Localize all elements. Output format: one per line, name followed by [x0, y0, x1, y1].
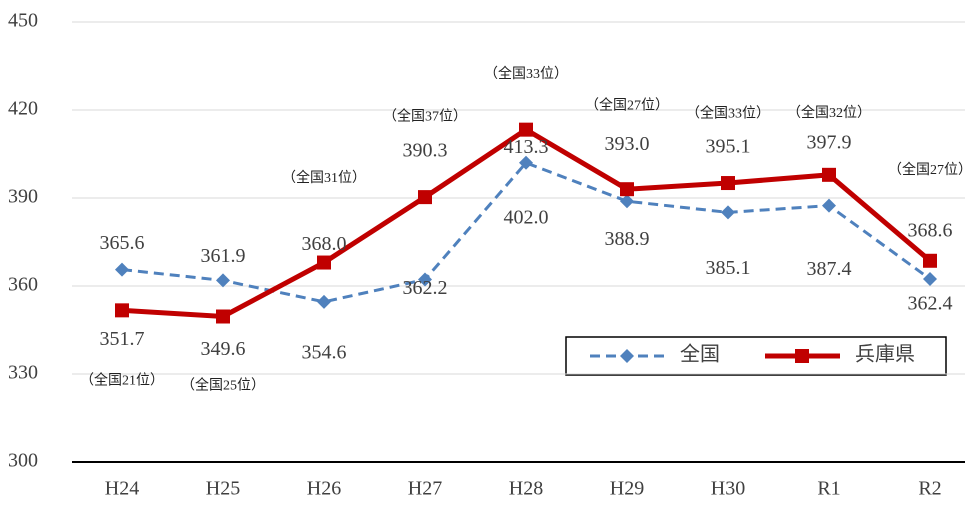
marker: [418, 190, 432, 205]
marker: [418, 272, 432, 287]
x-tick-label: R2: [918, 478, 941, 500]
annotation: （全国32位）: [787, 104, 871, 121]
annotation: （全国25位）: [181, 377, 265, 394]
marker: [721, 205, 735, 220]
marker: [620, 182, 634, 197]
annotation: （全国27位）: [888, 161, 972, 178]
legend-label: 兵庫県: [855, 343, 915, 366]
value-label: 395.1: [706, 136, 751, 158]
marker: [115, 303, 129, 318]
legend: 全国 兵庫県: [565, 336, 947, 376]
marker: [822, 198, 836, 213]
y-tick-label: 360: [8, 274, 38, 296]
y-tick-label: 450: [8, 10, 38, 32]
value-label: 365.6: [100, 232, 145, 254]
legend-marker: [620, 349, 634, 363]
annotation: （全国31位）: [282, 169, 366, 186]
marker: [317, 255, 331, 270]
value-label: 387.4: [807, 258, 852, 280]
legend-marker: [795, 349, 809, 363]
value-label: 368.0: [302, 233, 347, 255]
marker: [923, 253, 937, 268]
value-label: 362.4: [908, 293, 953, 315]
annotation: （全国37位）: [383, 107, 467, 124]
value-label: 385.1: [706, 257, 751, 279]
y-tick-label: 390: [8, 186, 38, 208]
y-tick-label: 330: [8, 362, 38, 384]
value-label: 390.3: [403, 140, 448, 162]
x-tick-label: R1: [817, 478, 840, 500]
value-label: 368.6: [908, 219, 953, 241]
value-label: 351.7: [100, 328, 145, 350]
x-tick-label: H25: [206, 478, 240, 500]
annotation: （全国27位）: [585, 96, 669, 113]
marker: [620, 194, 634, 209]
marker: [923, 271, 937, 286]
value-label: 413.3: [504, 136, 549, 158]
marker: [216, 309, 230, 324]
annotation: （全国33位）: [686, 104, 770, 121]
value-label: 361.9: [201, 245, 246, 267]
marker: [317, 294, 331, 309]
value-label: 362.2: [403, 277, 448, 299]
marker: [519, 155, 533, 170]
x-tick-label: H30: [711, 478, 745, 500]
y-tick-label: 300: [8, 450, 38, 472]
legend-label: 全国: [680, 343, 720, 366]
x-tick-label: H26: [307, 478, 341, 500]
x-tick-label: H24: [105, 478, 139, 500]
value-label: 354.6: [302, 341, 347, 363]
marker: [519, 122, 533, 137]
marker: [115, 262, 129, 277]
x-tick-label: H29: [610, 478, 644, 500]
y-tick-label: 420: [8, 98, 38, 120]
marker: [822, 167, 836, 182]
annotation: （全国21位）: [80, 372, 164, 389]
series-line: [121, 161, 931, 304]
value-label: 349.6: [201, 338, 246, 360]
value-label: 388.9: [605, 228, 650, 250]
x-tick-label: H28: [509, 478, 543, 500]
value-label: 402.0: [504, 206, 549, 228]
value-label: 393.0: [605, 133, 650, 155]
marker: [721, 176, 735, 191]
annotation: （全国33位）: [484, 65, 568, 82]
value-label: 397.9: [807, 131, 852, 153]
marker: [216, 273, 230, 288]
x-tick-label: H27: [408, 478, 442, 500]
